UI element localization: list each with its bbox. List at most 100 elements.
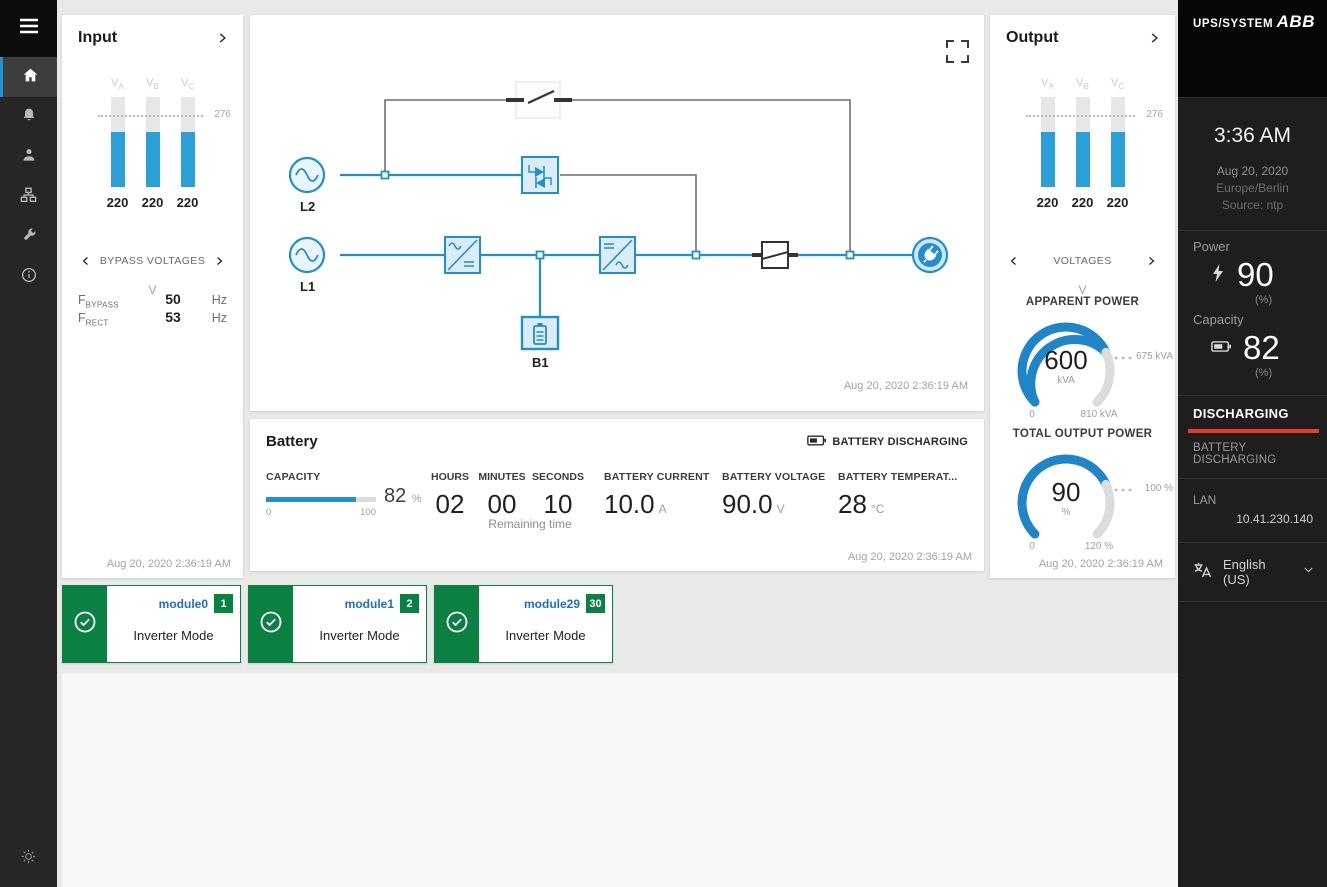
diagram-panel: L2 L1 B1 Aug 20, 2020 2:36:19 AM — [250, 15, 984, 411]
capacity-label: CAPACITY — [266, 471, 321, 483]
input-phase-c: VC 220 — [177, 77, 199, 210]
fullscreen-button[interactable] — [946, 40, 969, 63]
phase-symbol: V — [1076, 77, 1084, 89]
sidebar-item-brightness[interactable] — [0, 837, 57, 881]
minutes-value: 00 — [487, 489, 517, 519]
hamburger-icon — [19, 18, 39, 39]
gauge-max-label: 120 % — [1085, 541, 1113, 549]
remaining-time-caption: Remaining time — [488, 517, 572, 531]
clock-date: Aug 20, 2020 — [1216, 164, 1289, 178]
freq-symbol: F — [78, 311, 86, 325]
bar-track — [1110, 97, 1125, 187]
metric-value: 10.0 — [604, 489, 655, 519]
sidebar-item-notifications[interactable] — [0, 97, 57, 137]
bell-icon — [20, 106, 38, 129]
ups-system-title: UPS/SYSTEM — [1193, 18, 1274, 30]
sidebar-item-tools[interactable] — [0, 217, 57, 257]
source-l1[interactable] — [288, 236, 326, 274]
freq-symbol: F — [78, 293, 86, 307]
input-nav-next-button[interactable] — [213, 255, 225, 267]
output-breaker[interactable] — [752, 241, 798, 269]
output-nav-next-button[interactable] — [1145, 255, 1157, 267]
input-expand-button[interactable] — [215, 31, 229, 45]
battery-voltage-metric: BATTERY VOLTAGE 90.0 V — [722, 471, 825, 520]
module-status-ok — [249, 586, 293, 662]
module-card-1[interactable]: module1 2 Inverter Mode — [248, 585, 427, 663]
label-l1: L1 — [300, 279, 315, 294]
junction-node[interactable] — [535, 250, 545, 260]
bar-track — [145, 97, 160, 187]
battery-timestamp: Aug 20, 2020 2:36:19 AM — [847, 551, 972, 563]
module-name-link[interactable]: module1 — [344, 597, 394, 611]
alarm-section[interactable]: DISCHARGING BATTERY DISCHARGING — [1178, 396, 1327, 478]
sidebar-item-home[interactable] — [0, 57, 57, 97]
capacity-bar-fill — [266, 497, 357, 502]
freq-unit: Hz — [211, 311, 227, 325]
inverter-block[interactable] — [599, 236, 636, 274]
phase-symbol: V — [111, 77, 119, 89]
battery-temperature-metric: BATTERY TEMPERAT... 28 °C — [838, 471, 958, 520]
maintenance-bypass-switch[interactable] — [506, 81, 572, 119]
sidebar-item-network[interactable] — [0, 177, 57, 217]
metric-label: BATTERY VOLTAGE — [722, 471, 826, 483]
threshold-line — [98, 115, 203, 117]
total-output-power-gauge: 0 120 % 90 % 100 % — [990, 445, 1175, 549]
metric-label: BATTERY TEMPERAT... — [838, 471, 958, 483]
module-name-link[interactable]: module29 — [523, 597, 580, 611]
output-expand-button[interactable] — [1147, 31, 1161, 45]
threshold-label: 276 — [214, 109, 231, 120]
power-unit: (%) — [1255, 294, 1273, 306]
threshold-label: 276 — [1146, 109, 1163, 120]
language-selector[interactable]: English (US) — [1178, 543, 1327, 601]
module-name-link[interactable]: module0 — [158, 597, 208, 611]
load-node[interactable] — [911, 236, 949, 274]
battery-status-badge: BATTERY DISCHARGING — [807, 435, 968, 449]
sidebar-item-info[interactable] — [0, 257, 57, 297]
rectifier-block[interactable] — [444, 236, 481, 274]
battery-status-label: BATTERY DISCHARGING — [832, 436, 968, 448]
output-nav-prev-button[interactable] — [1008, 255, 1020, 267]
junction-node[interactable] — [845, 250, 855, 260]
menu-button[interactable] — [0, 0, 57, 57]
module-card-0[interactable]: module0 1 Inverter Mode — [62, 585, 241, 663]
metric-unit: A — [658, 502, 667, 516]
capacity-max: 100 — [360, 507, 376, 518]
phase-sub: C — [188, 82, 195, 92]
phase-sub: B — [1083, 82, 1089, 92]
apparent-power-unit: kVA — [1057, 375, 1075, 386]
bar-track — [180, 97, 195, 187]
gauge-threshold-label: 100 % — [1144, 483, 1173, 494]
input-phase-chart: VA 220 VB 220 VC 220 276 — [62, 77, 243, 210]
freq-sub: RECT — [85, 318, 109, 328]
wrench-icon — [20, 226, 38, 249]
metric-unit: V — [776, 502, 785, 516]
threshold-line — [1026, 115, 1135, 117]
input-panel-title: Input — [78, 29, 118, 46]
input-nav-prev-button[interactable] — [80, 255, 92, 267]
lan-section: LAN 10.41.230.140 — [1178, 479, 1327, 542]
source-l2[interactable] — [288, 156, 326, 194]
phase-sub: C — [1118, 82, 1125, 92]
alarm-detail: BATTERY DISCHARGING — [1193, 442, 1277, 466]
capacity-value-right: 82 — [1243, 329, 1280, 366]
junction-node[interactable] — [691, 250, 701, 260]
phase-symbol: V — [1041, 77, 1049, 89]
battery-panel: Battery BATTERY DISCHARGING CAPACITY 82 … — [250, 419, 984, 571]
capacity-label-right: Capacity — [1193, 312, 1244, 327]
static-bypass-switch[interactable] — [521, 156, 559, 194]
hours-label: HOURS — [431, 471, 469, 483]
input-nav-label: BYPASS VOLTAGES — [99, 255, 206, 267]
junction-node[interactable] — [380, 170, 390, 180]
clock-section: 3:36 AM Aug 20, 2020 Europe/Berlin Sourc… — [1178, 98, 1327, 230]
user-icon — [20, 146, 38, 169]
battery-block[interactable] — [520, 315, 560, 351]
bar-fill — [110, 132, 125, 187]
module-card-2[interactable]: module29 30 Inverter Mode — [434, 585, 613, 663]
sidebar-item-user[interactable] — [0, 137, 57, 177]
frequency-row: FRECT 53 Hz — [78, 309, 227, 328]
capacity-unit: % — [411, 493, 422, 505]
clock-source: Source: ntp — [1221, 198, 1284, 212]
bolt-icon — [1211, 263, 1225, 288]
battery-icon — [1211, 339, 1231, 357]
phase-sub: A — [118, 82, 124, 92]
